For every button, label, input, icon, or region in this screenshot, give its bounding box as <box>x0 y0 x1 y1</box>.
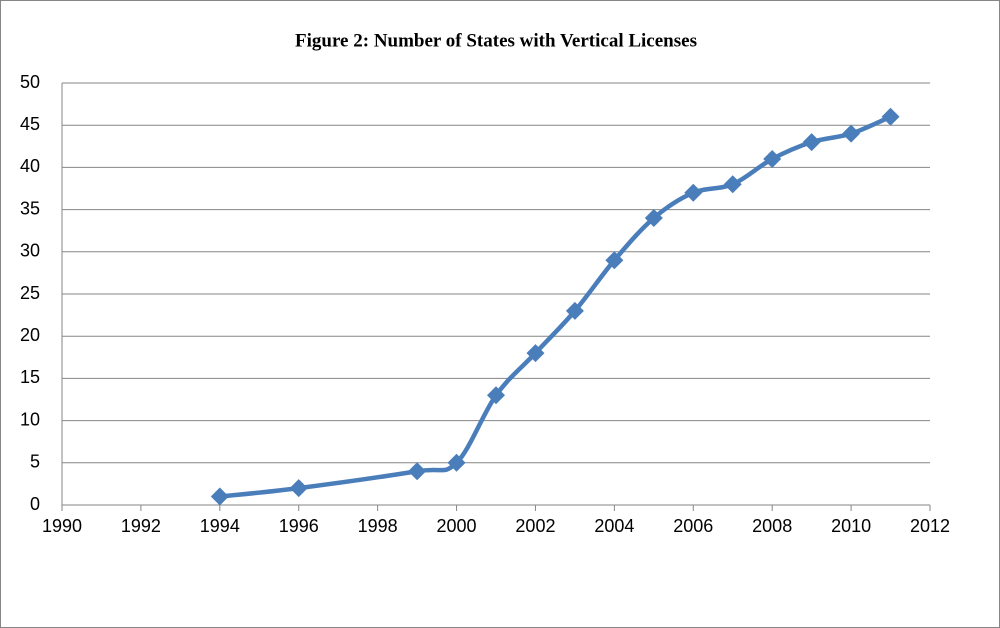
data-marker <box>447 453 466 472</box>
data-marker <box>881 107 900 126</box>
data-marker <box>605 251 624 270</box>
data-marker <box>487 386 505 405</box>
y-tick-label: 20 <box>20 325 40 345</box>
y-tick-label: 0 <box>30 494 40 514</box>
y-tick-label: 25 <box>20 283 40 303</box>
x-tick-label: 2010 <box>831 516 871 536</box>
data-marker <box>723 175 742 194</box>
y-tick-label: 45 <box>20 114 40 134</box>
x-tick-label: 1998 <box>358 516 398 536</box>
x-tick-label: 2002 <box>515 516 555 536</box>
x-tick-label: 1996 <box>279 516 319 536</box>
data-marker <box>526 344 545 363</box>
x-tick-label: 2004 <box>594 516 634 536</box>
data-marker <box>289 479 308 498</box>
data-marker <box>210 487 229 506</box>
y-tick-label: 30 <box>20 241 40 261</box>
y-tick-label: 50 <box>20 72 40 92</box>
y-tick-label: 10 <box>20 409 40 429</box>
data-marker <box>763 149 782 168</box>
data-marker <box>565 301 584 320</box>
x-tick-label: 2008 <box>752 516 792 536</box>
data-marker <box>408 462 427 481</box>
x-tick-label: 1994 <box>200 516 240 536</box>
data-marker <box>802 133 821 152</box>
chart-title: Figure 2: Number of States with Vertical… <box>295 30 697 51</box>
x-tick-label: 1990 <box>42 516 82 536</box>
y-tick-label: 35 <box>20 198 40 218</box>
y-tick-label: 5 <box>30 452 40 472</box>
x-tick-label: 1992 <box>121 516 161 536</box>
x-tick-label: 2000 <box>437 516 477 536</box>
y-tick-label: 40 <box>20 156 40 176</box>
data-marker <box>842 124 861 143</box>
data-marker <box>644 209 663 228</box>
x-tick-label: 2012 <box>910 516 950 536</box>
x-tick-label: 2006 <box>673 516 713 536</box>
data-marker <box>684 183 703 202</box>
y-tick-label: 15 <box>20 367 40 387</box>
